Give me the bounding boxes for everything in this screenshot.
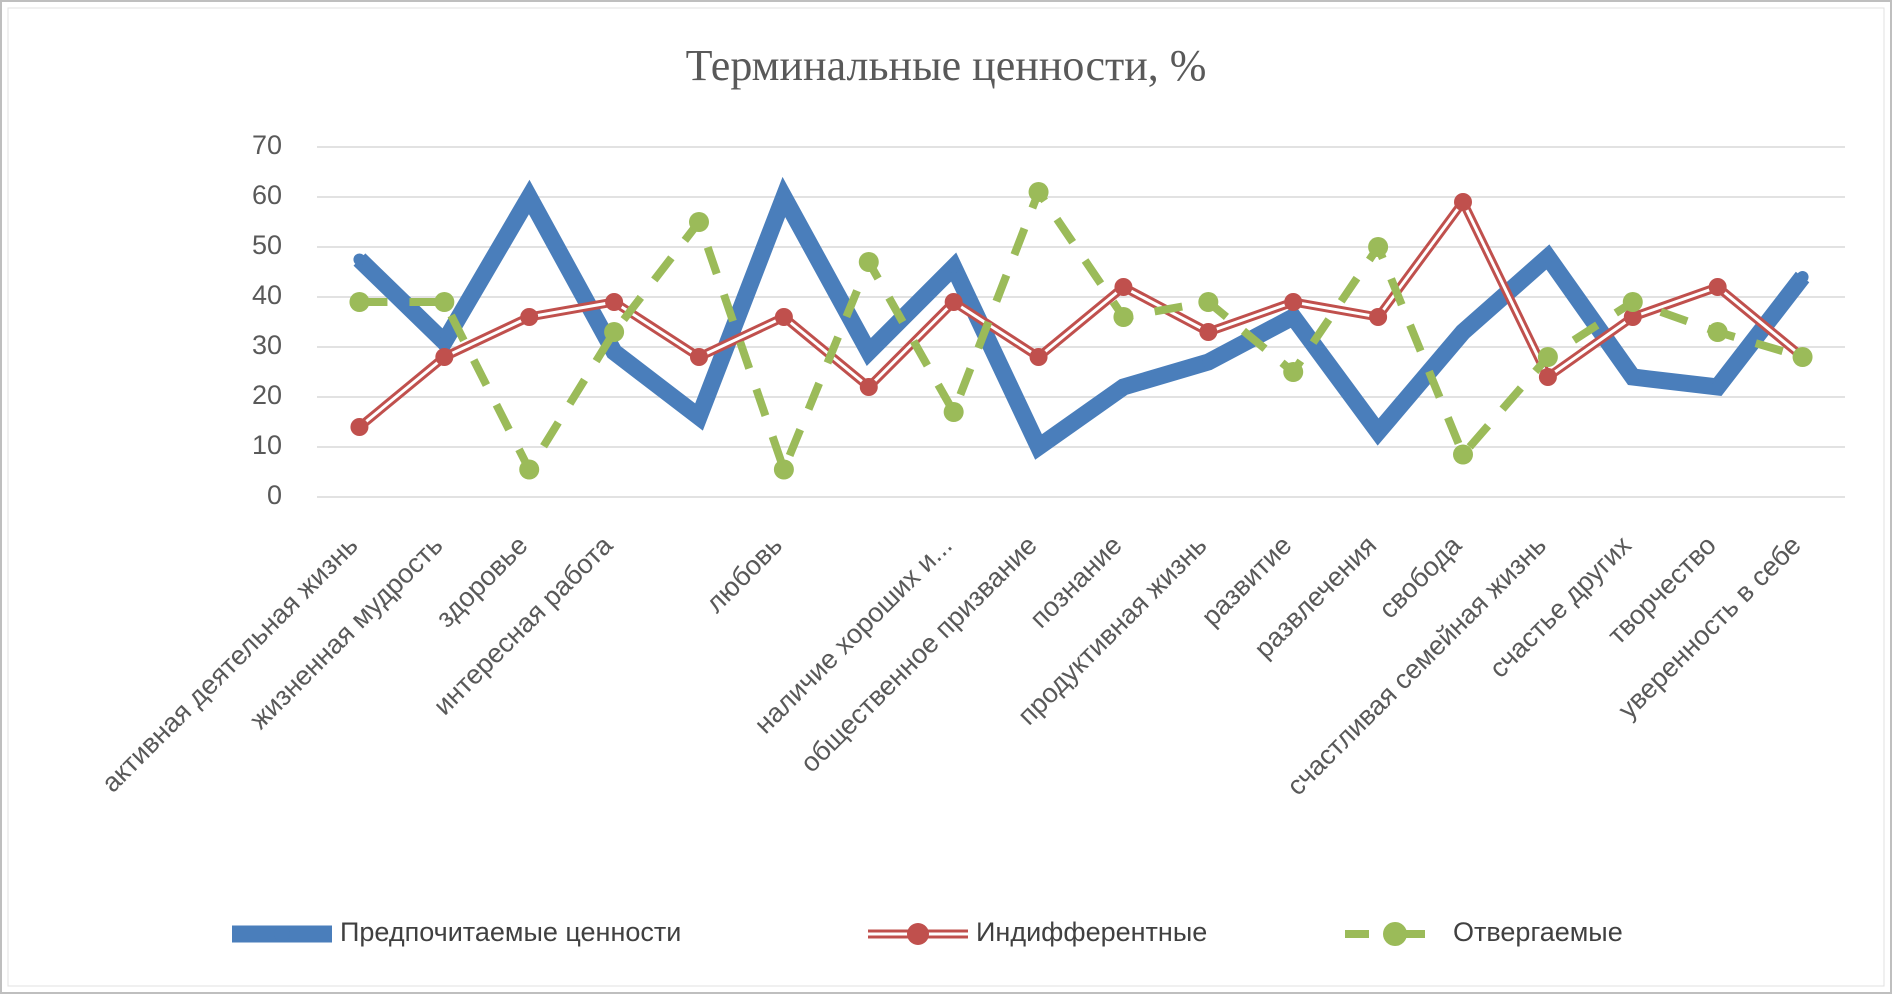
data-point <box>1538 368 1557 386</box>
series-line <box>353 176 1810 460</box>
data-point <box>353 253 366 266</box>
chart-title: Терминальные ценности, % <box>686 41 1207 90</box>
data-point <box>434 292 455 312</box>
data-point <box>1198 292 1219 312</box>
data-point <box>862 346 875 358</box>
data-point <box>1796 271 1809 283</box>
series-line <box>359 183 1804 481</box>
data-point <box>1711 381 1724 393</box>
data-point <box>1623 308 1642 326</box>
data-point <box>1032 441 1045 453</box>
data-point <box>523 191 536 203</box>
legend-label: Индифферентные <box>976 917 1207 947</box>
plot-frame <box>7 7 1885 987</box>
y-tick-label: 10 <box>252 430 282 460</box>
data-point <box>350 418 369 436</box>
data-point <box>1287 311 1300 323</box>
data-point <box>1028 182 1049 202</box>
data-point <box>1369 308 1388 326</box>
data-point <box>1284 293 1303 311</box>
data-point <box>1202 356 1215 368</box>
data-point <box>1537 347 1558 367</box>
legend-label: Отвергаемые <box>1453 917 1623 947</box>
data-point <box>1454 193 1472 211</box>
data-point <box>605 293 624 311</box>
data-point <box>777 191 790 203</box>
data-point <box>690 348 708 366</box>
y-tick-label: 60 <box>252 180 282 210</box>
data-point <box>604 322 625 342</box>
data-point <box>773 459 794 480</box>
data-point <box>608 346 621 358</box>
data-point <box>520 308 539 326</box>
data-point <box>689 212 709 232</box>
data-point <box>943 402 964 422</box>
data-point <box>1708 278 1727 296</box>
y-tick-label: 40 <box>252 280 282 310</box>
data-point <box>1283 362 1304 382</box>
legend-marker <box>274 926 290 942</box>
data-point <box>1113 307 1134 327</box>
data-point <box>1457 326 1469 338</box>
data-point <box>519 459 540 480</box>
data-point <box>438 336 451 348</box>
data-point <box>1368 237 1389 257</box>
y-tick-label: 30 <box>252 330 282 360</box>
data-point <box>1541 251 1554 263</box>
data-point <box>1453 444 1473 465</box>
data-point <box>693 411 705 423</box>
legend-marker <box>1383 922 1407 946</box>
data-point <box>1372 426 1385 438</box>
data-point <box>1199 323 1218 341</box>
data-point <box>1114 278 1133 296</box>
legend-marker <box>907 923 929 945</box>
y-tick-label: 0 <box>267 480 282 510</box>
data-point <box>858 252 879 272</box>
data-point <box>944 293 963 311</box>
y-tick-label: 70 <box>252 130 282 160</box>
legend-label: Предпочитаемые ценности <box>340 917 681 947</box>
data-point <box>1117 381 1130 393</box>
series-line-inner <box>358 199 1804 429</box>
y-tick-label: 20 <box>252 380 282 410</box>
data-point <box>1029 348 1048 366</box>
data-point <box>947 261 960 273</box>
data-point <box>435 348 454 366</box>
data-point <box>1792 347 1813 367</box>
data-point <box>774 308 793 326</box>
data-point <box>349 292 370 312</box>
data-point <box>1622 292 1643 312</box>
data-point <box>1626 371 1639 383</box>
data-point <box>859 378 878 396</box>
data-point <box>1707 322 1728 342</box>
y-tick-label: 50 <box>252 230 282 260</box>
